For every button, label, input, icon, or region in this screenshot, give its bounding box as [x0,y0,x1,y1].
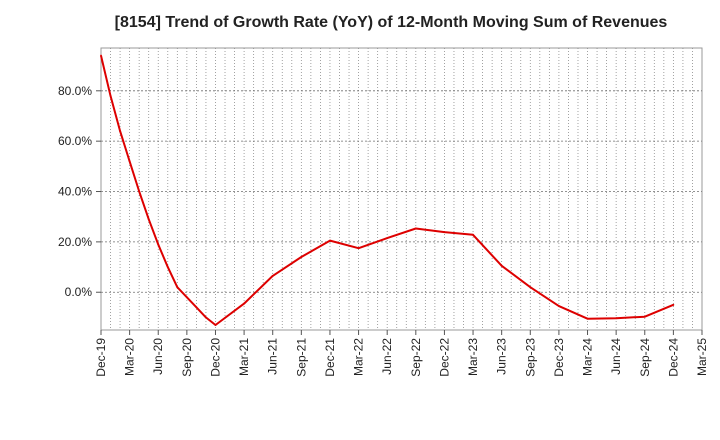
data-point [214,324,217,326]
data-point [615,317,618,320]
y-tick-label: 80.0% [58,84,92,98]
x-tick-label: Mar-23 [466,338,480,376]
x-tick-label: Dec-21 [323,338,337,377]
data-point [138,190,141,193]
x-tick-label: Sep-22 [409,338,423,377]
data-point [386,237,389,239]
x-tick-label: Mar-25 [695,338,709,376]
data-point [243,302,245,305]
data-point [147,218,150,221]
x-tick-label: Sep-24 [638,338,652,377]
data-point [205,316,207,319]
x-tick-label: Dec-24 [666,338,680,377]
data-point [329,239,331,242]
data-point [643,315,646,318]
data-point [195,306,198,309]
chart-title: [8154] Trend of Growth Rate (YoY) of 12-… [114,14,668,31]
data-point [176,286,179,289]
data-point [443,231,446,233]
x-tick-label: Mar-21 [237,338,251,376]
x-tick-label: Jun-22 [380,338,394,375]
data-point [185,296,188,299]
data-point [119,130,121,132]
x-tick-label: Sep-21 [294,338,308,377]
y-tick-label: 40.0% [58,185,92,199]
x-tick-label: Mar-22 [352,338,366,376]
data-point [271,274,274,277]
data-point [166,266,169,268]
data-point [109,94,112,97]
data-point [586,317,589,320]
data-point [414,227,417,230]
data-point [529,286,532,289]
y-tick-label: 0.0% [65,285,93,299]
x-tick-label: Sep-23 [523,338,537,377]
data-point [672,303,675,306]
data-point [500,264,503,267]
data-point [157,243,160,246]
y-tick-label: 20.0% [58,235,92,249]
data-point [472,233,474,236]
x-tick-label: Mar-24 [581,338,595,376]
x-tick-label: Dec-23 [552,338,566,377]
data-point [128,160,131,163]
x-tick-label: Dec-19 [94,338,108,377]
data-point [100,54,102,57]
x-tick-label: Mar-20 [123,338,137,376]
data-point [558,305,560,307]
data-point [300,256,303,258]
data-point [357,247,360,250]
plot-area [100,47,703,331]
x-tick-label: Jun-23 [495,338,509,375]
x-tick-label: Dec-22 [437,338,451,377]
x-tick-label: Dec-20 [208,338,222,377]
x-tick-label: Jun-21 [266,338,280,375]
x-tick-label: Sep-20 [180,338,194,377]
x-tick-label: Jun-24 [609,338,623,375]
x-tick-label: Jun-20 [151,338,165,375]
y-tick-label: 60.0% [58,134,92,148]
